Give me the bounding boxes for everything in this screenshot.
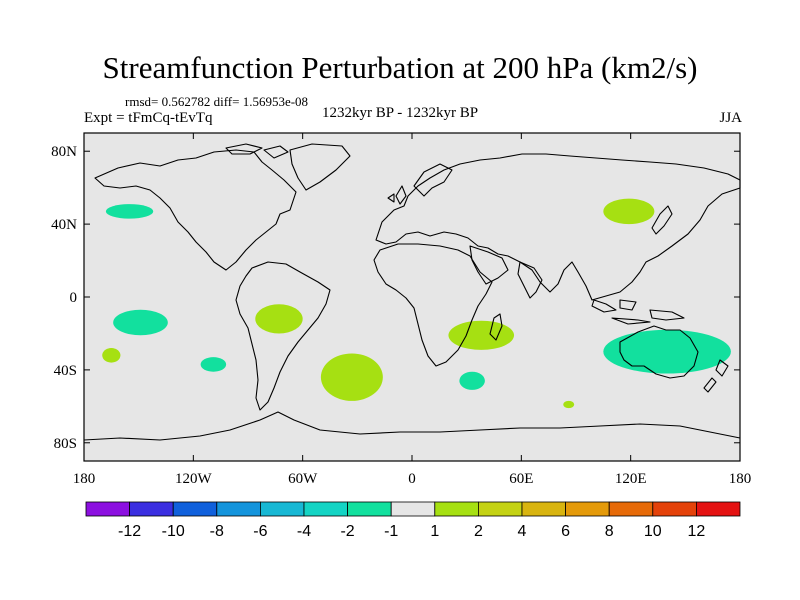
- y-tick-label: 40S: [54, 363, 77, 379]
- region-south-atlantic: [320, 353, 383, 401]
- region-southern-ocean: [563, 400, 575, 409]
- coast-india: [517, 261, 543, 299]
- x-tick-label: 60E: [509, 471, 533, 487]
- region-southern-africa: [448, 320, 515, 350]
- colorbar-label: 6: [561, 523, 570, 540]
- coast-africa: [373, 243, 493, 367]
- colorbar-swatch: [696, 501, 741, 517]
- y-tick-label: 80N: [51, 144, 77, 160]
- x-tick-label: 120W: [175, 471, 213, 487]
- colorbar-label: -10: [162, 523, 185, 540]
- coast-greenland: [289, 143, 351, 191]
- y-tick-label: 0: [70, 290, 78, 306]
- x-tick-label: 60W: [288, 471, 318, 487]
- colorbar-swatch: [259, 501, 305, 517]
- colorbar-swatch: [652, 501, 697, 517]
- map-background: [84, 133, 740, 461]
- contour-regions: [102, 198, 731, 409]
- y-axis: 80N 40N 0 40S 80S: [51, 144, 740, 452]
- colorbar-swatch: [390, 501, 436, 517]
- colorbar-swatch: [172, 501, 218, 517]
- coast-new-zealand: [703, 359, 729, 393]
- colorbar-label: 8: [605, 523, 614, 540]
- chart-title: Streamfunction Perturbation at 200 hPa (…: [102, 50, 698, 85]
- region-south-pacific-1: [113, 309, 168, 336]
- coast-scandinavia: [413, 163, 453, 197]
- colorbar-label: 2: [474, 523, 483, 540]
- x-tick-label: 180: [729, 471, 752, 487]
- region-north-pacific: [105, 204, 154, 219]
- colorbar-label: -1: [384, 523, 398, 540]
- colorbar-swatch: [565, 501, 610, 517]
- coast-south-america: [235, 261, 331, 411]
- colorbar-swatch: [85, 501, 130, 517]
- period-label: 1232kyr BP - 1232kyr BP: [322, 105, 479, 121]
- colorbar-label: -2: [340, 523, 354, 540]
- coast-japan: [651, 205, 673, 235]
- colorbar-label: 1: [430, 523, 439, 540]
- coast-arabia: [469, 245, 509, 285]
- coast-australia: [619, 325, 699, 379]
- colorbar-label: -4: [297, 523, 311, 540]
- colorbar-label: -8: [210, 523, 224, 540]
- colorbar-label: -6: [253, 523, 267, 540]
- coast-eurasia: [375, 153, 741, 301]
- coastlines: [83, 143, 741, 441]
- region-south-pacific-3: [200, 357, 227, 372]
- y-tick-label: 40N: [51, 217, 77, 233]
- region-east-asia: [603, 198, 655, 225]
- coast-antarctica: [83, 411, 741, 441]
- colorbar: -12 -10 -8 -6 -4 -2 -1 1 2 4 6 8 10 12: [85, 501, 741, 540]
- coast-madagascar: [489, 313, 503, 341]
- colorbar-swatch: [608, 501, 654, 517]
- region-south-indian: [459, 371, 485, 390]
- coast-arctic-islands: [225, 143, 289, 159]
- colorbar-swatch: [521, 501, 566, 517]
- region-australia: [603, 329, 731, 374]
- x-tick-label: 0: [408, 471, 416, 487]
- colorbar-label: 10: [644, 523, 662, 540]
- region-south-america: [255, 304, 303, 334]
- x-tick-label: 120E: [615, 471, 647, 487]
- coast-north-america: [94, 149, 297, 271]
- colorbar-swatch: [477, 501, 523, 517]
- colorbar-label: -12: [118, 523, 141, 540]
- x-tick-label: 180: [73, 471, 96, 487]
- stats-text: rmsd= 0.562782 diff= 1.56953e-08: [125, 94, 309, 109]
- experiment-label: Expt = tFmCq-tEvTq: [84, 110, 213, 126]
- colorbar-swatch: [434, 501, 479, 517]
- colorbar-swatch: [347, 501, 392, 517]
- coast-british-isles: [387, 185, 407, 205]
- region-south-pacific-2: [102, 348, 121, 363]
- colorbar-swatch: [303, 501, 348, 517]
- coast-indonesia: [591, 299, 685, 325]
- colorbar-label: 4: [518, 523, 527, 540]
- colorbar-swatch: [216, 501, 261, 517]
- colorbar-swatch: [129, 501, 174, 517]
- colorbar-label: 12: [688, 523, 706, 540]
- x-axis: 180 120W 60W 0 60E 120E 180: [73, 133, 752, 487]
- season-label: JJA: [719, 110, 742, 126]
- y-tick-label: 80S: [54, 436, 77, 452]
